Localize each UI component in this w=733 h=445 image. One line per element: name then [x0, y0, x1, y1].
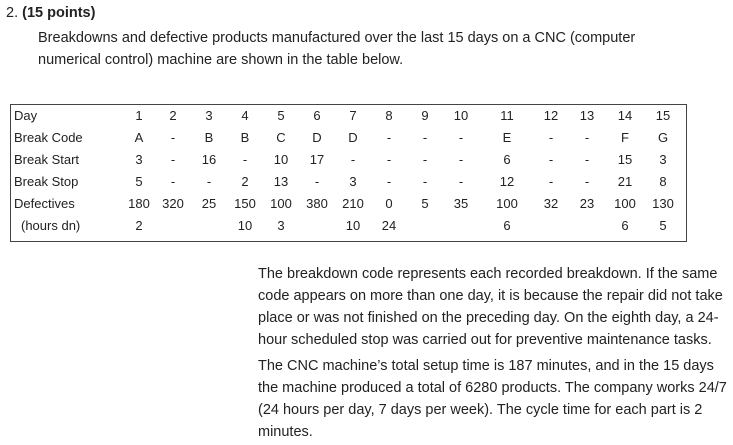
question-number: 2. — [6, 5, 19, 21]
table-cell: - — [548, 152, 554, 167]
table-cell: 12 — [543, 108, 559, 123]
data-table: Day 1 2 3 4 5 6 7 8 9 10 11 12 13 14 15 Break Code A - B B C D… — [10, 104, 687, 242]
table-cell: - — [422, 130, 428, 145]
table-cell: 1 — [135, 108, 143, 123]
table-cell: 4 — [241, 108, 249, 123]
table-cell: - — [584, 174, 590, 189]
paragraph-breakdown-code: The breakdown code represents each recor… — [258, 266, 723, 348]
table-cell: 13 — [579, 108, 595, 123]
row-label: Break Start — [14, 152, 80, 167]
table-cell: 15 — [617, 152, 633, 167]
table-cell: - — [170, 174, 176, 189]
table-cell: 3 — [277, 218, 285, 233]
question-points: (15 points) — [22, 5, 96, 21]
table-cell: F — [621, 130, 629, 145]
table-cell: 10 — [345, 218, 361, 233]
table-cell: B — [240, 130, 250, 145]
question-intro: Breakdowns and defective products manufa… — [38, 30, 636, 68]
row-label: Day — [14, 108, 38, 123]
table-cell: 25 — [201, 196, 217, 211]
table-cell: - — [548, 130, 554, 145]
table-cell: 32 — [543, 196, 559, 211]
table-cell: - — [422, 174, 428, 189]
table-cell: 8 — [385, 108, 393, 123]
table-cell: 3 — [135, 152, 143, 167]
table-cell: 24 — [381, 218, 397, 233]
table-cell: 2 — [169, 108, 177, 123]
table-cell: 13 — [273, 174, 289, 189]
table-cell: - — [584, 130, 590, 145]
table-cell: 10 — [237, 218, 253, 233]
table-cell: 6 — [313, 108, 321, 123]
table-cell: 130 — [652, 196, 674, 211]
table-cell: 3 — [205, 108, 213, 123]
table-cell: - — [584, 152, 590, 167]
table-cell: 5 — [659, 218, 667, 233]
paragraph-setup-time: The CNC machine’s total setup time is 18… — [258, 358, 727, 440]
table-cell: 10 — [453, 108, 469, 123]
table-cell: 6 — [503, 218, 511, 233]
table-cell: 7 — [349, 108, 357, 123]
table-cell: A — [134, 130, 144, 145]
table-cell: 5 — [277, 108, 285, 123]
table-cell: D — [312, 130, 322, 145]
table-cell: 100 — [496, 196, 518, 211]
table-cell: - — [170, 152, 176, 167]
table-cell: - — [548, 174, 554, 189]
table-cell: - — [206, 174, 212, 189]
table-cell: 17 — [309, 152, 325, 167]
table-cell: 6 — [621, 218, 629, 233]
table-cell: 2 — [241, 174, 249, 189]
table-cell: 380 — [306, 196, 328, 211]
table-cell: 5 — [135, 174, 143, 189]
table-cell: - — [242, 152, 248, 167]
table-cell: - — [422, 152, 428, 167]
table-cell: 150 — [234, 196, 256, 211]
table-cell: - — [458, 152, 464, 167]
row-label: Break Stop — [14, 174, 79, 189]
table-cell: 10 — [273, 152, 289, 167]
table-cell: 210 — [342, 196, 364, 211]
table-cell: 5 — [421, 196, 429, 211]
table-cell: B — [204, 130, 214, 145]
table-cell: 0 — [385, 196, 393, 211]
table-bottom-rule — [11, 241, 686, 242]
table-cell: 3 — [349, 174, 357, 189]
table-cell: 9 — [421, 108, 429, 123]
table-cell: E — [502, 130, 512, 145]
table-cell: 14 — [617, 108, 633, 123]
question-header: 2. (15 points) — [6, 5, 95, 21]
table-cell: 320 — [162, 196, 184, 211]
table-cell: - — [314, 174, 320, 189]
table-cell: 3 — [659, 152, 667, 167]
table-cell: C — [276, 130, 286, 145]
table-cell: - — [350, 152, 356, 167]
table-cell: 23 — [579, 196, 595, 211]
table-cell: 35 — [453, 196, 469, 211]
row-label: Defectives — [14, 196, 75, 211]
row-label: Break Code — [14, 130, 83, 145]
table-cell: 16 — [201, 152, 217, 167]
table-cell: 100 — [270, 196, 292, 211]
table-cell: 8 — [659, 174, 667, 189]
table-cell: - — [170, 130, 176, 145]
table-cell: G — [657, 130, 669, 145]
table-cell: 11 — [500, 108, 514, 123]
table-cell: - — [458, 130, 464, 145]
table-cell: 100 — [614, 196, 636, 211]
table-cell: 180 — [128, 196, 150, 211]
table-cell: 6 — [503, 152, 511, 167]
table-cell: 2 — [135, 218, 143, 233]
table-cell: 12 — [499, 174, 515, 189]
row-label: (hours dn) — [21, 218, 81, 233]
table-cell: 21 — [617, 174, 633, 189]
table-cell: - — [458, 174, 464, 189]
table-cell: - — [386, 174, 392, 189]
table-cell: D — [348, 130, 358, 145]
table-cell: - — [386, 130, 392, 145]
table-cell: 15 — [655, 108, 671, 123]
table-cell: - — [386, 152, 392, 167]
